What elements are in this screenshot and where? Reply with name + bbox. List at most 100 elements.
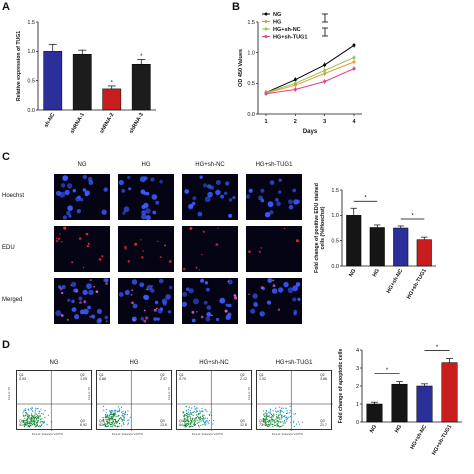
nucleus — [206, 312, 212, 317]
microscopy-image-drawing — [248, 227, 299, 253]
flow-event — [102, 417, 104, 419]
legend-marker — [264, 35, 268, 38]
flow-event — [202, 419, 204, 421]
flow-event — [35, 425, 37, 427]
bar — [393, 227, 409, 267]
y-tick-label: 1.5 — [247, 20, 255, 26]
edu-spot — [85, 232, 89, 236]
edu-spot — [143, 309, 146, 312]
microscopy-image-edu — [54, 226, 110, 272]
flow-event — [276, 413, 278, 415]
edu-spot — [164, 244, 167, 247]
flow-column-label: HG — [129, 360, 139, 366]
nucleus — [91, 314, 96, 319]
edu-spot — [234, 296, 238, 300]
flow-event — [263, 418, 265, 420]
edu-spot — [202, 230, 205, 233]
edu-spot — [227, 280, 229, 282]
flow-event — [102, 419, 104, 421]
legend-label: HG+sh-TUG1 — [273, 35, 307, 41]
flow-event — [117, 425, 119, 428]
y-tick-label: 2 — [356, 384, 359, 390]
flow-event — [128, 419, 130, 421]
flow-event — [286, 418, 289, 420]
flow-event — [192, 423, 195, 425]
flow-event — [185, 412, 188, 414]
flow-event — [40, 408, 42, 410]
flow-event — [186, 420, 188, 422]
flow-event — [293, 425, 295, 427]
nucleus — [199, 175, 203, 179]
flow-event — [27, 408, 29, 410]
flow-cytometry-plot — [256, 370, 333, 431]
flow-event — [109, 419, 111, 421]
flow-event — [47, 414, 49, 416]
y-axis-label: Relative expression of TUG1 — [16, 31, 22, 101]
y-tick-label: 0.0 — [331, 264, 339, 270]
edu-spot — [61, 291, 64, 295]
flow-event — [25, 422, 27, 424]
flow-event — [199, 411, 201, 413]
flow-event — [202, 414, 204, 416]
x-category-label: NG — [369, 424, 378, 434]
nucleus — [131, 279, 138, 285]
flow-event — [41, 421, 43, 423]
flow-event — [195, 410, 197, 412]
flow-event — [35, 415, 37, 418]
flow-event — [25, 414, 27, 416]
flow-event — [280, 421, 282, 423]
nucleus — [74, 314, 80, 320]
nucleus — [205, 316, 211, 322]
edu-spot — [60, 314, 64, 317]
nucleus — [204, 196, 211, 203]
nucleus — [140, 316, 145, 321]
microscopy-image-drawing — [182, 278, 238, 323]
edu-spot — [258, 250, 261, 253]
flow-event — [194, 419, 196, 422]
nucleus — [122, 211, 126, 215]
y-tick-label: 0.5 — [27, 78, 35, 84]
flow-event — [117, 410, 119, 412]
edu-spot — [134, 242, 138, 246]
nucleus — [167, 310, 172, 314]
nucleus — [182, 301, 187, 307]
flow-event — [120, 406, 123, 409]
flow-event — [28, 409, 30, 411]
nucleus — [145, 208, 151, 214]
bar — [369, 227, 385, 267]
nucleus — [153, 317, 158, 321]
edu-spot — [131, 301, 134, 305]
y-axis-label: Fold change of positive EDU stained — [314, 183, 320, 273]
flow-event — [116, 422, 118, 424]
edu-spot — [83, 300, 87, 304]
flow-event — [195, 417, 197, 419]
nucleus — [71, 307, 77, 312]
x-tick-label: 4 — [352, 119, 356, 125]
nucleus — [62, 175, 69, 181]
flow-event — [39, 418, 42, 420]
flow-event — [35, 413, 37, 415]
flow-event — [212, 423, 214, 425]
nucleus — [72, 189, 76, 193]
flow-event — [190, 419, 192, 422]
edu-spot — [105, 282, 108, 285]
flow-event — [276, 419, 278, 421]
nucleus — [188, 288, 194, 294]
flow-event — [204, 417, 207, 419]
flow-event — [112, 410, 114, 412]
flow-event — [203, 418, 205, 420]
nucleus — [75, 196, 81, 202]
flow-event — [36, 408, 38, 410]
flow-event — [31, 422, 33, 424]
flow-event — [28, 423, 31, 425]
flow-event — [33, 423, 35, 425]
x-axis-label: Days — [303, 129, 318, 135]
flow-event — [112, 420, 114, 422]
flow-event — [265, 410, 267, 412]
x-tick-label: 3 — [323, 119, 326, 125]
nucleus — [295, 282, 301, 287]
flow-event — [193, 420, 195, 422]
flow-event — [189, 425, 191, 427]
flow-event — [276, 411, 278, 413]
nucleus — [71, 281, 77, 287]
